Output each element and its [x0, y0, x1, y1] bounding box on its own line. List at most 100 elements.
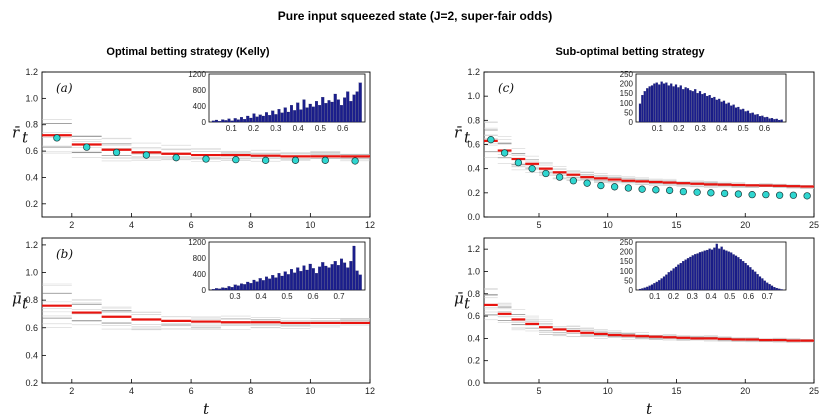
hist-bar: [221, 287, 225, 291]
x-tick-label: 8: [248, 386, 253, 396]
data-point: [500, 149, 509, 157]
hist-bar: [215, 119, 218, 123]
hist-bar: [308, 103, 312, 123]
data-point: [528, 165, 536, 173]
hist-bar: [315, 273, 318, 291]
hist-bar: [744, 263, 747, 291]
y-tick-label: 0.6: [25, 323, 38, 333]
hist-bar: [311, 106, 315, 123]
hist-bar: [744, 111, 747, 123]
mean-step-line: [42, 304, 370, 325]
inset-y-tick-label: 200: [620, 248, 634, 257]
y-tick-label: 0.4: [25, 350, 38, 360]
y-axis-label-subscript: t: [464, 294, 471, 312]
hist-bar: [252, 279, 256, 291]
data-point: [597, 181, 605, 190]
hist-bar: [658, 280, 661, 291]
hist-bar: [340, 105, 343, 123]
hist-bar: [243, 119, 247, 123]
hist-bar: [679, 263, 682, 291]
panel-label: (c): [498, 81, 514, 95]
data-point: [53, 134, 61, 142]
hist-bar: [236, 285, 240, 291]
hist-bar: [742, 108, 745, 123]
hist-bar: [768, 118, 771, 123]
hist-bar: [324, 103, 328, 123]
x-tick-label: 12: [365, 386, 375, 396]
hist-bar: [265, 276, 268, 291]
inset-x-tick-label: 0.7: [762, 292, 774, 301]
data-point: [291, 156, 300, 164]
hist-bar: [778, 119, 781, 123]
data-point: [734, 190, 743, 198]
panel-c: 5 10 15 20 250.00.20.40.60.81.01.2r̄ t(c)0.1 0…: [454, 67, 819, 230]
data-point: [748, 190, 756, 199]
y-tick-label: 0.8: [467, 115, 480, 125]
inset-y-tick-label: 50: [624, 108, 633, 117]
hist-bar: [349, 101, 353, 123]
hist-bar: [261, 280, 265, 291]
hist-bar: [280, 112, 284, 123]
hist-bar: [243, 284, 247, 291]
inset-y-tick-label: 250: [620, 70, 634, 79]
x-tick-label: 12: [365, 220, 375, 230]
data-point: [542, 169, 550, 178]
hist-bar: [286, 274, 290, 291]
inset-x-tick-label: 0.1: [226, 124, 238, 133]
hist-bar: [305, 107, 309, 123]
hist-bar: [330, 101, 334, 123]
x-tick-label: 6: [189, 220, 194, 230]
hist-bar: [730, 105, 733, 123]
data-point: [172, 154, 180, 162]
x-tick-label: 4: [129, 386, 134, 396]
hist-bar: [701, 94, 704, 123]
hist-bar: [650, 284, 654, 291]
data-point: [321, 156, 329, 164]
y-tick-label: 0.0: [467, 212, 480, 222]
hist-bar: [737, 106, 740, 123]
data-point: [261, 156, 270, 164]
inset-x-tick-label: 0.2: [668, 292, 680, 301]
hist-bar: [658, 84, 661, 123]
inset-y-tick-label: 50: [624, 276, 633, 285]
y-tick-label: 1.0: [25, 93, 38, 103]
hist-bar: [346, 91, 350, 123]
y-axis-label: μ̄: [12, 289, 22, 307]
hist-bar: [751, 112, 754, 123]
hist-bar: [698, 252, 702, 291]
hist-bar: [327, 100, 331, 123]
hist-bar: [727, 251, 730, 291]
hist-bar: [686, 258, 690, 291]
hist-bar: [336, 265, 340, 291]
hist-bar: [725, 250, 728, 291]
inset-histogram: 0.1 0.2 0.3 0.4 0.5 0.6 0 400 800 1200: [188, 70, 366, 133]
inset-y-tick-label: 800: [193, 254, 207, 263]
hist-bar: [660, 278, 663, 291]
hist-bar: [703, 93, 706, 123]
hist-bar: [670, 270, 673, 291]
inset-y-tick-label: 0: [629, 286, 634, 295]
inset-x-tick-label: 0.5: [724, 292, 736, 301]
hist-bar: [358, 82, 362, 123]
inset-y-tick-label: 0: [202, 118, 207, 127]
hist-bar: [218, 121, 222, 123]
y-tick-label: 0.2: [25, 378, 38, 388]
hist-bar: [271, 275, 275, 291]
hist-bar: [746, 110, 750, 123]
y-axis-label: r̄: [454, 123, 462, 141]
data-point: [789, 191, 798, 199]
hist-bar: [696, 253, 699, 291]
x-tick-label: 8: [248, 220, 253, 230]
inset-x-tick-label: 0.6: [759, 124, 771, 133]
hist-bar: [737, 257, 740, 291]
hist-bar: [324, 265, 328, 291]
x-tick-label: 15: [671, 220, 681, 230]
hist-bar: [701, 251, 704, 291]
inset-x-tick-label: 0.2: [248, 124, 260, 133]
hist-bar: [330, 264, 334, 291]
hist-bar: [696, 93, 699, 123]
hist-bar: [778, 288, 781, 291]
hist-bar: [302, 265, 306, 291]
data-point: [202, 155, 210, 163]
